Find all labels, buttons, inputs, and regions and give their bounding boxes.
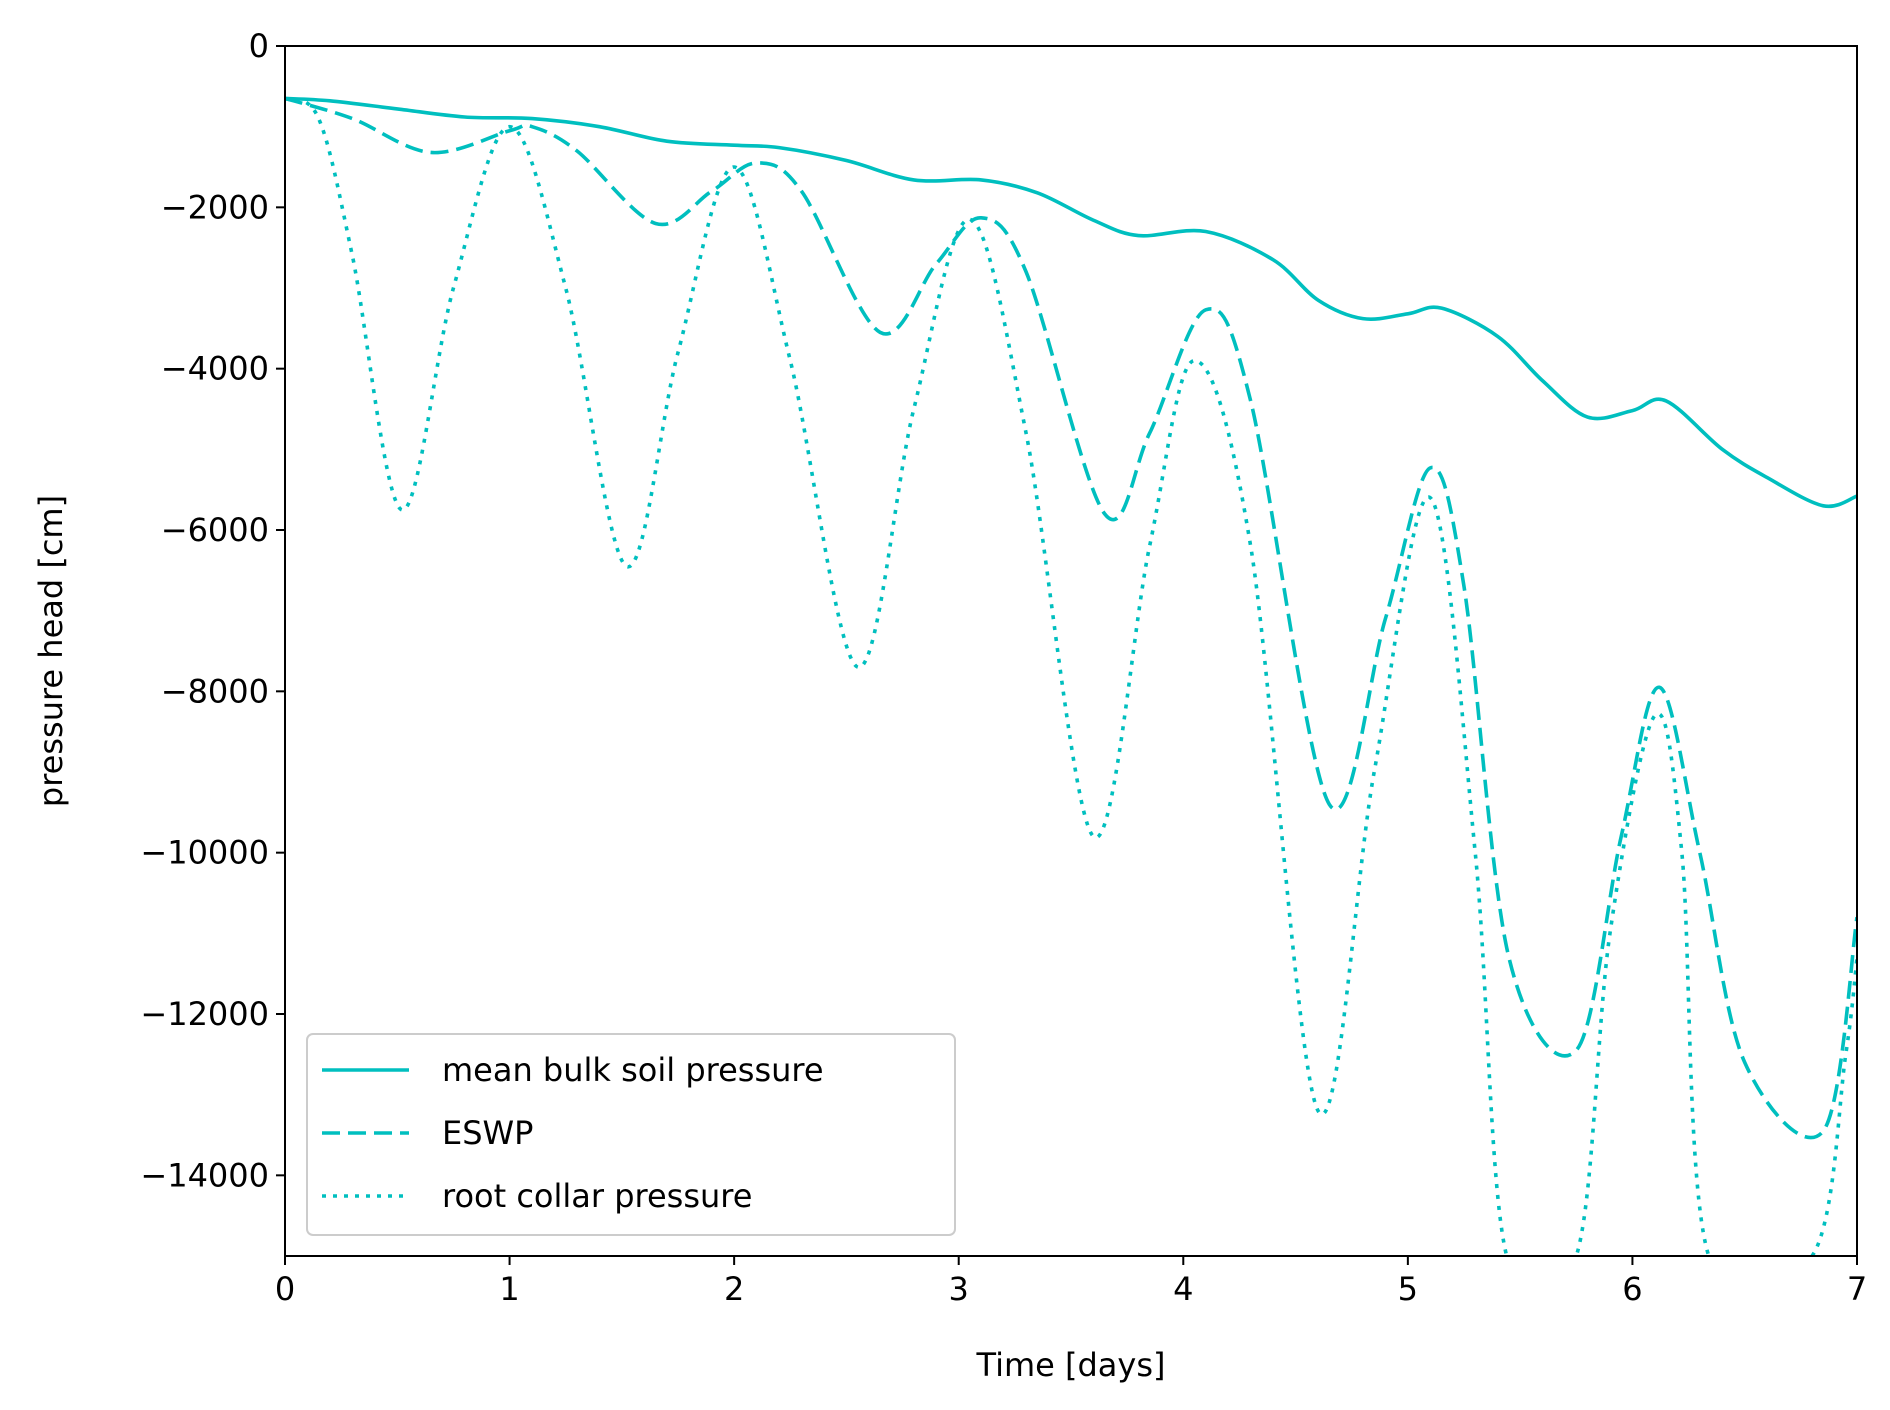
y-tick-label: −4000 xyxy=(161,350,269,388)
x-axis-ticks: 0 1 2 3 4 5 6 7 xyxy=(275,1256,1867,1308)
x-tick-label: 2 xyxy=(724,1270,744,1308)
series-line-1 xyxy=(285,96,1857,509)
legend-label-1: mean bulk soil pressure xyxy=(442,1051,824,1089)
x-tick-label: 7 xyxy=(1847,1270,1867,1308)
x-tick-label: 5 xyxy=(1398,1270,1418,1308)
series-line-2 xyxy=(285,96,1857,1140)
y-tick-label: −12000 xyxy=(140,995,269,1033)
x-axis-label: Time [days] xyxy=(976,1346,1166,1384)
legend: mean bulk soil pressure ESWP root collar p… xyxy=(306,1033,956,1236)
y-tick-label: −2000 xyxy=(161,188,269,226)
series-layer xyxy=(285,96,1857,1256)
legend-label-3: root collar pressure xyxy=(442,1177,752,1215)
y-tick-label: −10000 xyxy=(140,834,269,872)
x-tick-label: 3 xyxy=(949,1270,969,1308)
y-tick-label: 0 xyxy=(249,27,269,65)
x-tick-label: 4 xyxy=(1173,1270,1193,1308)
y-tick-label: −6000 xyxy=(161,511,269,549)
legend-label-2: ESWP xyxy=(442,1114,533,1152)
y-axis-label: pressure head [cm] xyxy=(32,495,70,807)
plot-frame xyxy=(284,45,1858,1257)
x-tick-label: 0 xyxy=(275,1270,295,1308)
x-tick-label: 1 xyxy=(499,1270,519,1308)
y-tick-label: −14000 xyxy=(140,1156,269,1194)
y-tick-label: −8000 xyxy=(161,672,269,710)
x-tick-label: 6 xyxy=(1622,1270,1642,1308)
y-axis-ticks: 0 −2000 −4000 −6000 −8000 −10000 −12000 −14000 xyxy=(140,27,285,1194)
legend-box xyxy=(306,1033,956,1236)
